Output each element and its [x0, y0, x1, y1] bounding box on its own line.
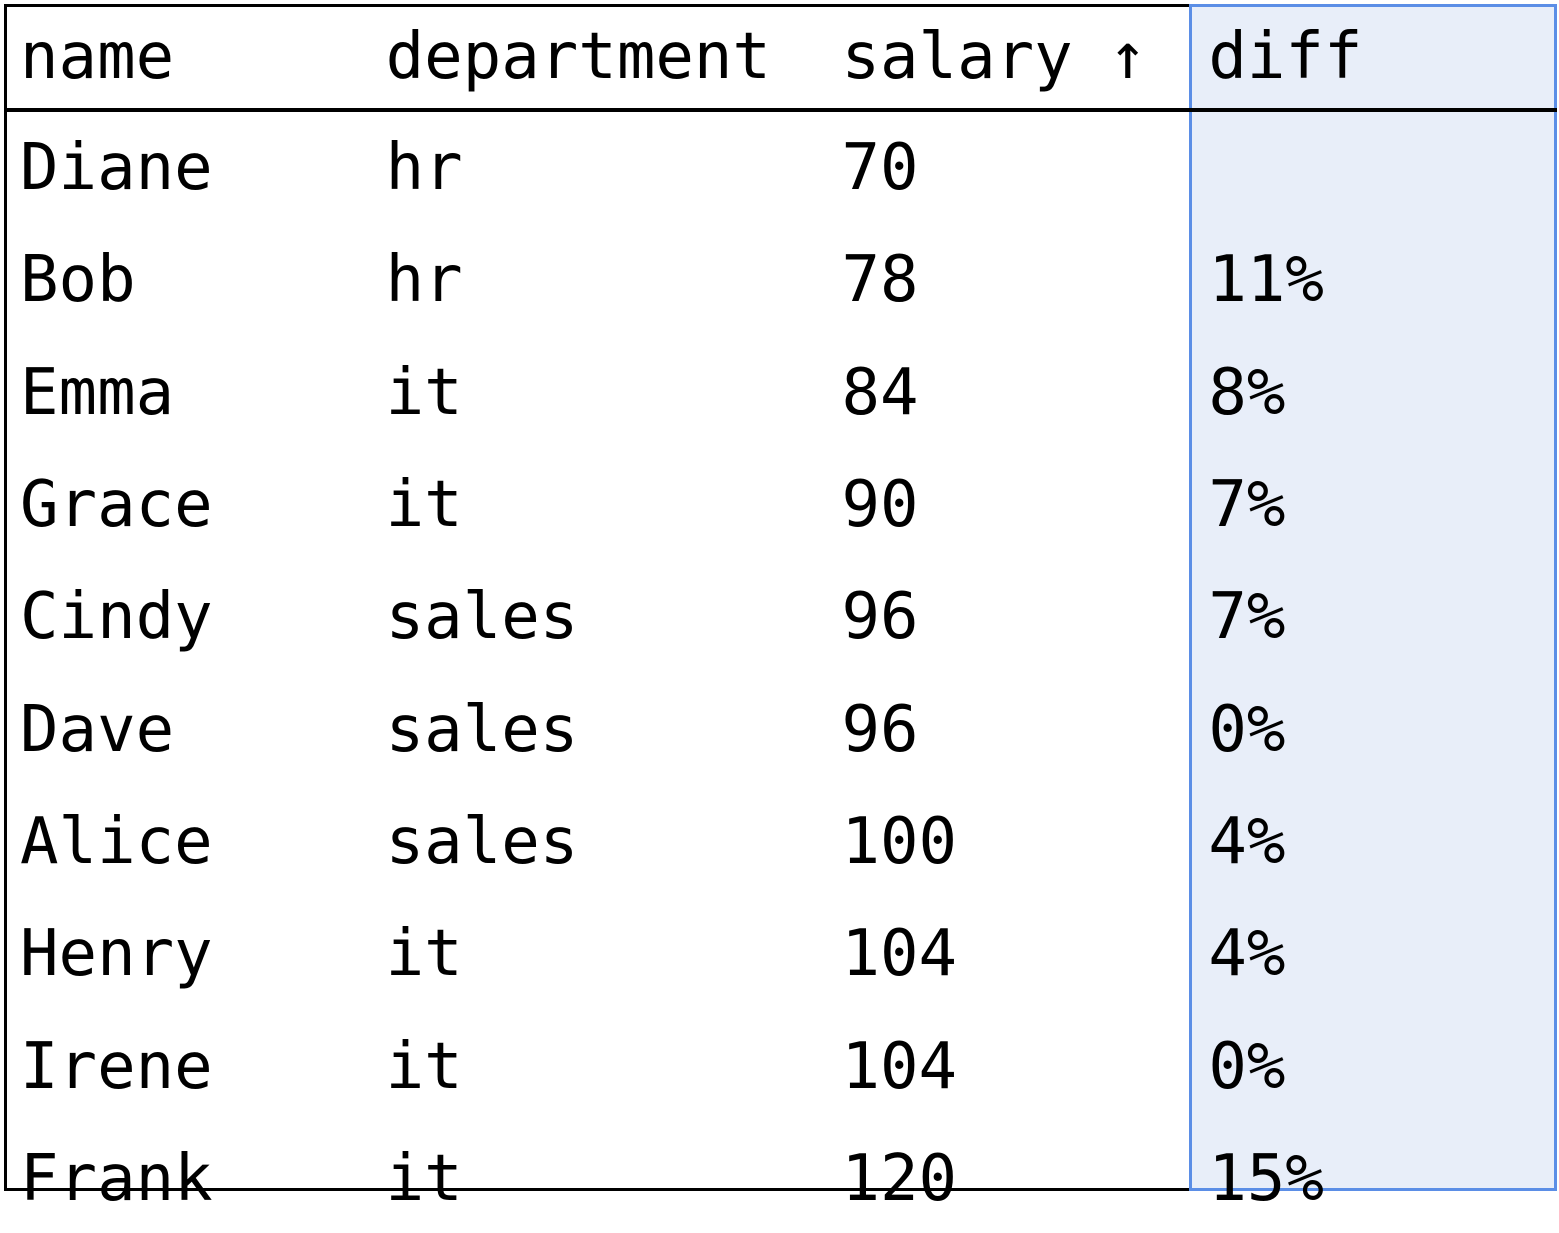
cell-name[interactable]: Alice [20, 804, 213, 879]
table-frame [4, 4, 1191, 1191]
cell-salary[interactable]: 78 [841, 243, 919, 318]
cell-department[interactable]: hr [385, 243, 463, 318]
column-header-department-label: department [385, 20, 771, 94]
cell-name[interactable]: Cindy [20, 580, 213, 655]
sort-ascending-icon[interactable]: ↑ [1108, 20, 1148, 94]
header-row: name department salary ↑ diff [0, 4, 1559, 110]
cell-diff[interactable]: 7% [1208, 580, 1286, 655]
cell-department[interactable]: it [385, 917, 463, 992]
cell-name[interactable]: Henry [20, 917, 213, 992]
cell-name[interactable]: Bob [20, 243, 136, 318]
column-header-salary-label: salary [841, 20, 1073, 94]
table-row[interactable]: Alice sales 100 4% [0, 784, 1559, 896]
cell-diff[interactable] [1207, 110, 1559, 222]
cell-salary[interactable]: 104 [841, 1029, 958, 1104]
table-row[interactable]: Emma it 84 8% [0, 335, 1559, 447]
header-divider [4, 108, 1557, 112]
selected-column-highlight [1189, 4, 1557, 1191]
cell-name[interactable]: Dave [20, 692, 175, 767]
cell-diff[interactable]: 4% [1208, 917, 1286, 992]
cell-department[interactable]: it [385, 355, 463, 430]
cell-department[interactable]: hr [385, 131, 463, 206]
cell-name[interactable]: Grace [20, 468, 213, 543]
table-row[interactable]: Diane hr 70 [0, 110, 1559, 222]
cell-salary[interactable]: 96 [841, 692, 919, 767]
column-header-diff-label: diff [1208, 20, 1363, 94]
cell-diff[interactable]: 4% [1208, 804, 1286, 879]
cell-name[interactable]: Emma [20, 355, 175, 430]
table-row[interactable]: Henry it 104 4% [0, 896, 1559, 1008]
column-header-name-label: name [20, 20, 175, 94]
cell-name[interactable]: Diane [20, 131, 213, 206]
table-row[interactable]: Frank it 120 15% [0, 1121, 1559, 1233]
table-row[interactable]: Dave sales 96 0% [0, 671, 1559, 783]
cell-salary[interactable]: 100 [841, 804, 958, 879]
table-body: Diane hr 70 Bob hr 78 11% Emma it 84 8% … [0, 110, 1559, 1233]
table-row[interactable]: Bob hr 78 11% [0, 222, 1559, 334]
cell-department[interactable]: it [385, 468, 463, 543]
cell-salary[interactable]: 90 [841, 468, 919, 543]
column-header-department[interactable]: department [386, 4, 842, 110]
cell-diff[interactable]: 0% [1208, 1029, 1286, 1104]
cell-diff[interactable]: 0% [1208, 692, 1286, 767]
cell-salary[interactable]: 84 [841, 355, 919, 430]
cell-department[interactable]: it [385, 1029, 463, 1104]
column-header-name[interactable]: name [0, 4, 386, 110]
cell-name[interactable]: Frank [20, 1141, 213, 1216]
cell-diff[interactable]: 8% [1208, 355, 1286, 430]
cell-diff[interactable]: 11% [1208, 243, 1324, 318]
table-row[interactable]: Irene it 104 0% [0, 1008, 1559, 1120]
cell-diff[interactable]: 15% [1208, 1141, 1324, 1216]
column-header-salary[interactable]: salary ↑ [841, 4, 1207, 110]
data-table: name department salary ↑ diff Diane hr 70… [0, 4, 1559, 1233]
cell-department[interactable]: sales [385, 580, 579, 655]
cell-diff[interactable]: 7% [1208, 468, 1286, 543]
cell-department[interactable]: it [385, 1141, 463, 1216]
cell-name[interactable]: Irene [20, 1029, 213, 1104]
table-row[interactable]: Cindy sales 96 7% [0, 559, 1559, 671]
column-header-diff[interactable]: diff [1207, 4, 1559, 110]
table-row[interactable]: Grace it 90 7% [0, 447, 1559, 559]
cell-salary[interactable]: 70 [841, 131, 919, 206]
cell-salary[interactable]: 104 [841, 917, 958, 992]
cell-department[interactable]: sales [385, 804, 579, 879]
cell-salary[interactable]: 96 [841, 580, 919, 655]
cell-salary[interactable]: 120 [841, 1141, 958, 1216]
cell-department[interactable]: sales [385, 692, 579, 767]
